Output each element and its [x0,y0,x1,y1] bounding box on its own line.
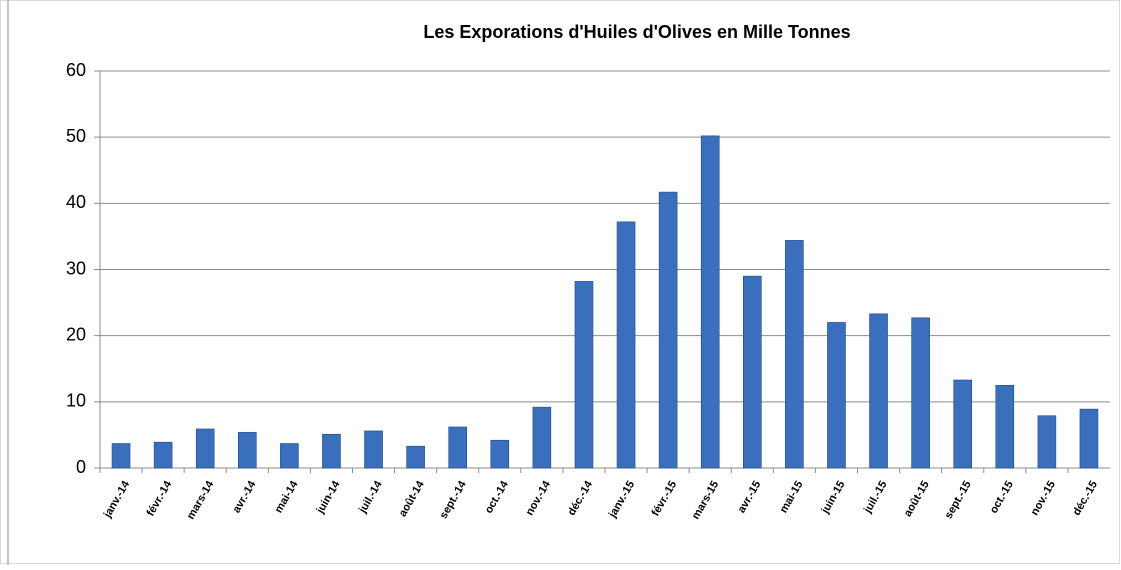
y-tick-label: 0 [76,457,86,477]
bar [364,430,383,469]
bar [448,426,468,469]
bar [616,221,636,469]
bar [995,384,1015,469]
bar [532,406,552,469]
bar [490,439,510,469]
bar [785,240,804,469]
bar [322,433,341,469]
bar [111,443,131,469]
y-tick-label: 50 [66,126,86,146]
bar [700,135,720,469]
y-tick-label: 30 [66,258,86,278]
bar [1037,415,1057,469]
bar [406,445,425,469]
y-tick-label: 10 [66,391,86,411]
bar [574,281,594,469]
bar [195,428,215,469]
y-tick-label: 40 [66,192,86,212]
y-tick-label: 60 [66,60,86,80]
y-tick-label: 20 [66,324,86,344]
bar [911,317,930,469]
bar [1079,408,1099,469]
bar [153,441,173,469]
bar [869,313,888,469]
bar [280,443,299,469]
bar [658,191,678,469]
bar [237,431,257,469]
bar [953,379,973,469]
chart-title: Les Exporations d'Huiles d'Olives en Mil… [423,22,850,42]
bar [827,322,846,469]
bar [742,275,762,469]
